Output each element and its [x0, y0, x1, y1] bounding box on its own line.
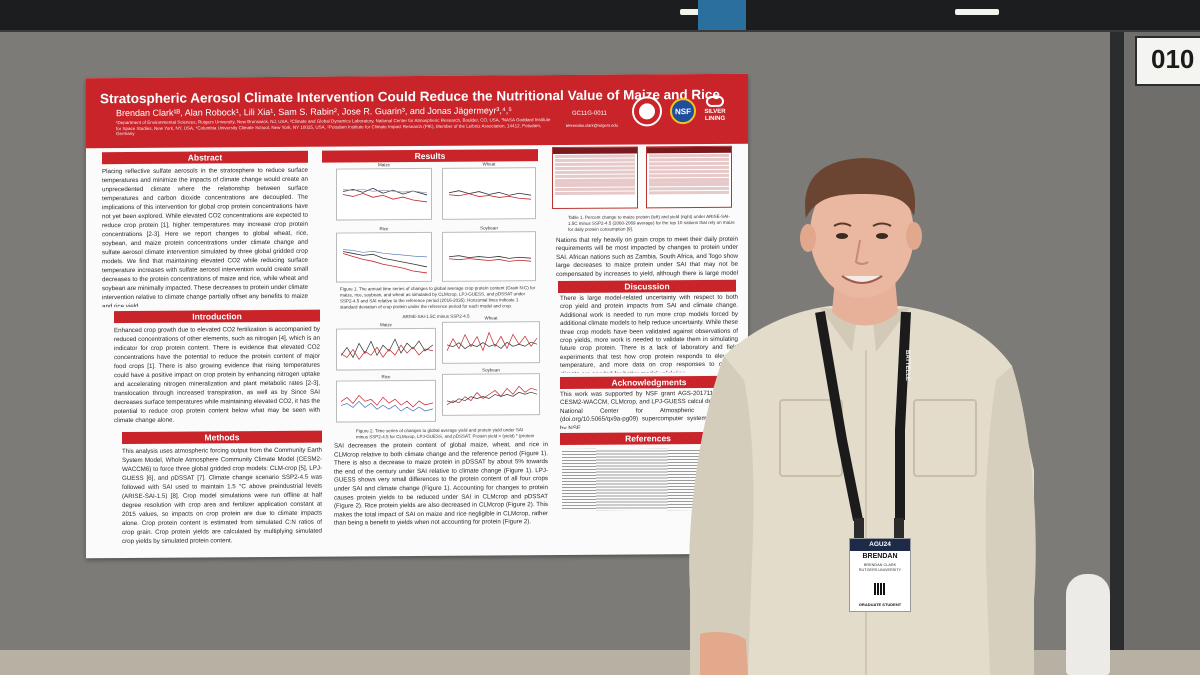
maize-yield-lines [340, 338, 434, 361]
figure2-soybean-label: Soybean [482, 367, 500, 373]
silver-lining-text: SILVER LINING [704, 108, 726, 122]
table-row [555, 191, 635, 195]
badge-first-name: BRENDAN [862, 553, 898, 560]
nsf-logo: NSF [670, 98, 696, 125]
discussion-heading: Discussion [558, 279, 736, 294]
session-code: GC11G-0011 [572, 110, 607, 117]
board-frame [1110, 32, 1124, 650]
figure1-maize-label: Maize [377, 162, 390, 168]
figure2-caption: Figure 2. Time series of changes to glob… [356, 427, 535, 440]
badge-event: AGU24 [850, 539, 910, 551]
figure1-soybean-panel: Soybean [442, 225, 536, 282]
maize-protein-lines [342, 187, 428, 203]
badge-affiliation: RUTGERS UNIVERSITY [858, 568, 902, 572]
figure2-rice-label: Rice [381, 374, 391, 380]
research-poster: Stratospheric Aerosol Climate Interventi… [86, 73, 748, 559]
abstract-text: Placing reflective sulfate aerosols in t… [102, 166, 308, 308]
soybean-yield-lines [446, 385, 538, 406]
adjacent-poster-board [1124, 32, 1200, 650]
maize-yield-table [646, 145, 732, 209]
contact-email: bferendan.clark@rutgers.edu [566, 122, 618, 128]
results-text: SAI decreases the protein content of glo… [334, 441, 548, 527]
abstract-heading: Abstract [102, 150, 308, 165]
acknowledgments-text: This work was supported by NSF grant AGS… [560, 389, 738, 430]
rutgers-logo [634, 98, 660, 125]
figure1-wheat-label: Wheat [482, 161, 496, 167]
figure2-maize-panel: Maize [336, 322, 436, 371]
figure1-rice-panel: Rice [336, 226, 432, 283]
poster-authors: Brendan Clark¹ᴮ, Alan Robock¹, Lili Xia¹… [116, 105, 512, 119]
ceiling-light [955, 9, 999, 15]
poster-affiliations: ¹Department of Environmental Sciences, R… [116, 117, 551, 137]
poster-header: Stratospheric Aerosol Climate Interventi… [86, 73, 748, 149]
poster-title: Stratospheric Aerosol Climate Interventi… [100, 86, 720, 107]
right-intro-text: Nations that rely heavily on grain crops… [556, 235, 738, 279]
introduction-text: Enhanced crop growth due to elevated CO2… [114, 325, 320, 425]
maize-protein-table [552, 146, 638, 210]
figure1-wheat-panel: Wheat [442, 161, 536, 220]
figure1-rice-label: Rice [379, 226, 389, 232]
figure2-soybean-panel: Soybean [442, 367, 540, 416]
figure2-wheat-panel: Wheat [442, 315, 540, 364]
table-caption: Table 1. Percent change to maize protein… [568, 213, 735, 232]
figure2-rice-panel: Rice [336, 374, 436, 423]
methods-heading: Methods [122, 430, 322, 445]
figure1-soybean-label: Soybean [480, 225, 498, 231]
rice-protein-lines [342, 249, 428, 274]
wheat-yield-lines [446, 331, 538, 352]
rice-yield-lines [340, 394, 434, 412]
references-list [562, 447, 734, 511]
silver-lining-logo: SILVER LINING [698, 95, 732, 123]
figure2-maize-label: Maize [379, 322, 392, 328]
wheat-protein-lines [448, 190, 532, 200]
qr-code-icon [874, 583, 886, 595]
poster-tube [1066, 574, 1110, 675]
cloud-icon [706, 95, 724, 107]
references-heading: References [560, 431, 736, 446]
methods-text: This analysis uses atmospheric forcing o… [122, 446, 322, 546]
hanging-banner [698, 0, 746, 30]
soybean-protein-lines [448, 255, 532, 262]
table-row [649, 190, 729, 195]
figure1-maize-panel: Maize [336, 162, 432, 221]
discussion-text: There is large model-related uncertainty… [560, 293, 738, 373]
acknowledgments-heading: Acknowledgments [560, 375, 738, 390]
booth-number-sign: 010 [1135, 36, 1200, 86]
name-badge: AGU24 BRENDAN BRENDAN CLARK RUTGERS UNIV… [849, 538, 911, 612]
table-header [647, 146, 731, 154]
table-header [553, 147, 637, 155]
figure1-caption: Figure 1. The annual time series of chan… [340, 285, 536, 310]
badge-full-name: BRENDAN CLARK [863, 563, 897, 567]
introduction-heading: Introduction [114, 309, 320, 324]
floor [0, 650, 1200, 675]
figure2-wheat-label: Wheat [484, 315, 498, 321]
badge-role: GRADUATE STUDENT [858, 602, 902, 607]
ceiling [0, 0, 1200, 30]
